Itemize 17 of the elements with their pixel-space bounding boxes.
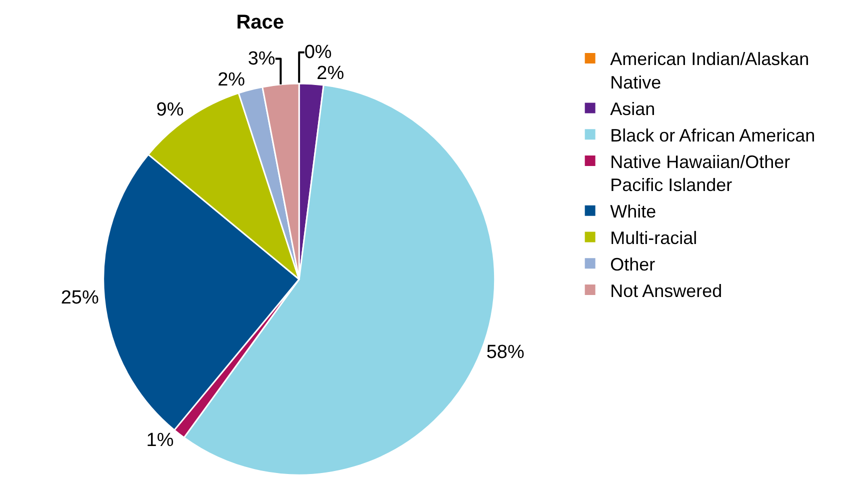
data-label: 3%: [248, 48, 276, 70]
legend-label: White: [610, 202, 656, 222]
legend-label: Multi-racial: [610, 228, 698, 248]
data-label: 1%: [146, 430, 174, 451]
legend-label: Black or African American: [610, 125, 816, 146]
legend-label: Native Hawaiian/Other Pacific Islander: [610, 152, 790, 196]
legend-label: American Indian/Alaskan Native: [610, 49, 810, 93]
data-label: 9%: [156, 100, 184, 121]
chart-title: Race: [236, 12, 284, 34]
text: 0%: [304, 42, 332, 63]
data-label: 2%: [218, 69, 246, 90]
data-label: 2%: [316, 62, 344, 84]
legend-label: Asian: [610, 99, 656, 120]
data-label: 58%: [486, 342, 524, 364]
legend-label: Not Answered: [610, 280, 722, 301]
data-label: 25%: [60, 287, 99, 308]
legend-label: Other: [610, 254, 656, 274]
